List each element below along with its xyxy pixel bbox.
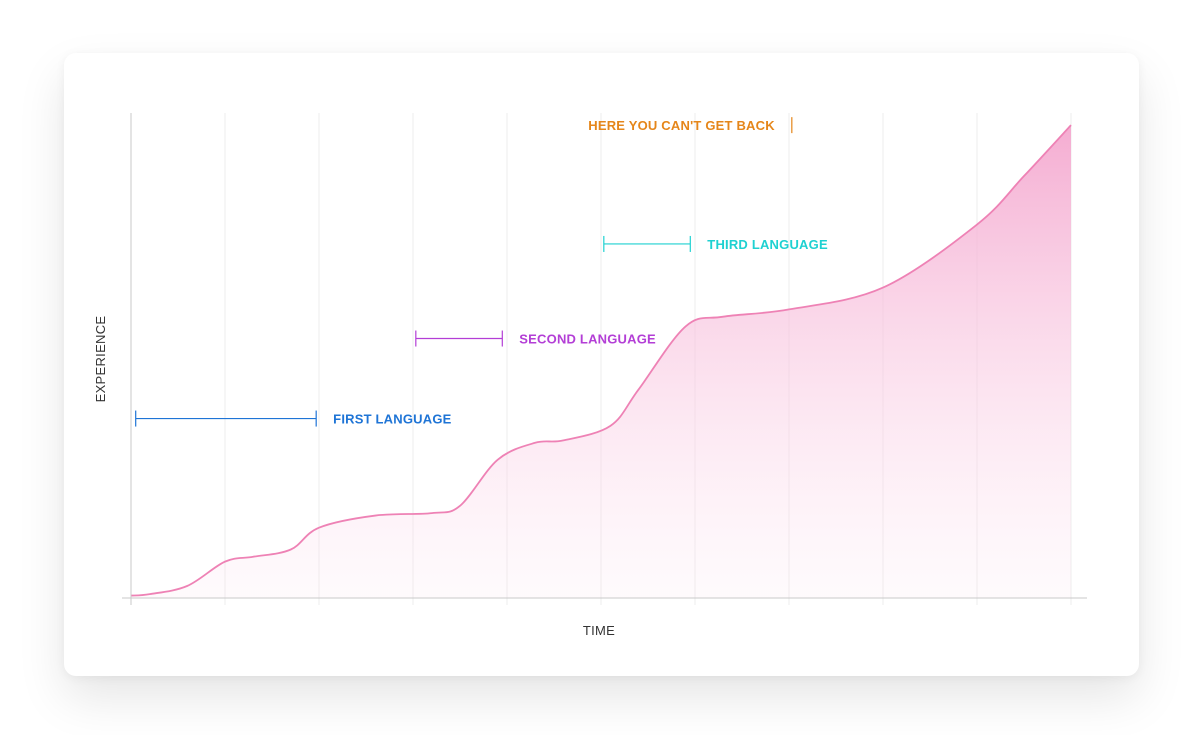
x-axis-label: TIME [583, 623, 615, 638]
annotation-first-language: FIRST LANGUAGE [135, 410, 451, 427]
axes [122, 113, 1087, 605]
y-axis-label: EXPERIENCE [93, 316, 108, 403]
annotation-label: SECOND LANGUAGE [519, 332, 656, 347]
annotation-label: HERE YOU CAN'T GET BACK [588, 118, 775, 133]
annotations: FIRST LANGUAGE SECOND LANGUAGE THIRD LANGU… [135, 117, 1071, 427]
experience-chart: FIRST LANGUAGE SECOND LANGUAGE THIRD LANGU… [93, 113, 1087, 638]
annotation-label: THIRD LANGUAGE [707, 237, 828, 252]
experience-area-fill [131, 125, 1071, 598]
annotation-second-language: SECOND LANGUAGE [415, 330, 656, 347]
experience-curve [130, 124, 1072, 597]
annotation-third-language: THIRD LANGUAGE [603, 235, 828, 252]
annotation-here-you-can-t-get-back: HERE YOU CAN'T GET BACK [588, 117, 1071, 134]
chart-card: FIRST LANGUAGE SECOND LANGUAGE THIRD LANGU… [64, 53, 1139, 676]
area-layer [130, 124, 1072, 598]
annotation-label: FIRST LANGUAGE [333, 412, 451, 427]
